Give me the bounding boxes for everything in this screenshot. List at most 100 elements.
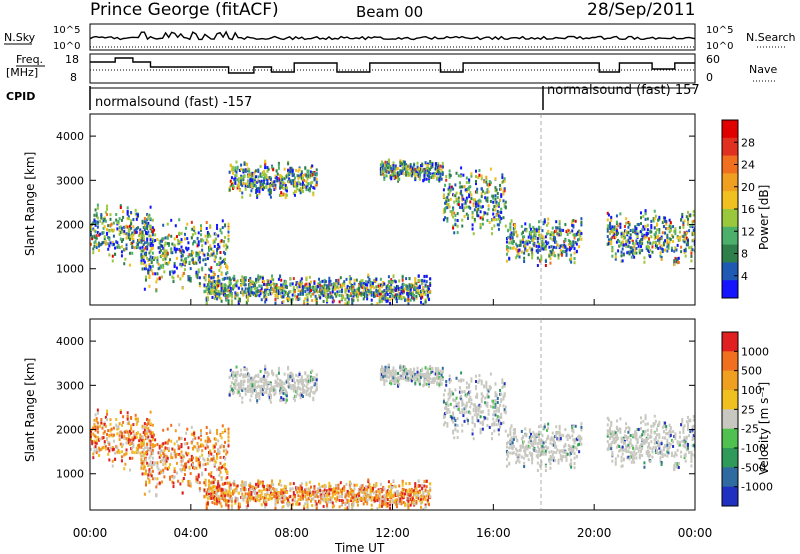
power-cell bbox=[310, 280, 312, 284]
power-cell bbox=[299, 173, 302, 177]
power-cell bbox=[125, 232, 128, 236]
power-cell bbox=[130, 233, 133, 237]
velocity-cell bbox=[297, 498, 300, 502]
velocity-cell bbox=[149, 446, 152, 450]
velocity-cell bbox=[148, 456, 151, 460]
power-cell bbox=[398, 291, 401, 295]
power-cell bbox=[241, 275, 244, 279]
velocity-cell bbox=[237, 505, 240, 509]
power-cell bbox=[678, 235, 681, 239]
velocity-cell bbox=[170, 456, 173, 460]
power-cell bbox=[126, 212, 129, 216]
power-cell bbox=[373, 278, 376, 282]
power-cell bbox=[142, 243, 145, 247]
velocity-cell bbox=[194, 465, 197, 469]
power-cell bbox=[122, 238, 125, 242]
power-cell bbox=[119, 225, 122, 229]
power-cell bbox=[668, 230, 671, 234]
power-cell bbox=[499, 220, 502, 224]
velocity-cell bbox=[116, 432, 119, 436]
velocity-cell bbox=[236, 498, 239, 502]
velocity-cell bbox=[180, 436, 183, 440]
power-cell bbox=[429, 289, 432, 293]
power-cell bbox=[311, 286, 314, 290]
power-cell bbox=[272, 278, 275, 282]
power-cell bbox=[410, 172, 413, 176]
power-cell bbox=[638, 248, 641, 252]
power-cell bbox=[265, 177, 268, 181]
power-cell bbox=[246, 296, 249, 300]
velocity-cell bbox=[313, 486, 316, 490]
velocity-cell bbox=[265, 503, 268, 507]
power-cell bbox=[397, 179, 400, 183]
power-cell bbox=[477, 175, 480, 179]
power-cell bbox=[264, 291, 267, 295]
power-cell bbox=[432, 174, 435, 178]
power-cell bbox=[237, 182, 240, 186]
power-cell bbox=[135, 230, 138, 234]
power-cell bbox=[261, 280, 264, 284]
velocity-cell bbox=[320, 496, 323, 500]
velocity-cell bbox=[257, 494, 260, 498]
power-cell bbox=[448, 205, 451, 209]
power-cell bbox=[508, 241, 511, 245]
power-cell bbox=[326, 299, 329, 303]
power-cell bbox=[213, 293, 216, 297]
power-cell bbox=[429, 162, 432, 166]
power-cell bbox=[148, 251, 151, 255]
velocity-cell bbox=[211, 458, 214, 462]
power-cell bbox=[631, 252, 634, 256]
power-cell bbox=[141, 219, 144, 223]
power-cell bbox=[151, 264, 154, 268]
power-cell bbox=[691, 220, 694, 224]
power-cell bbox=[520, 224, 523, 228]
power-cell bbox=[312, 186, 315, 190]
power-cell bbox=[290, 181, 293, 185]
velocity-cell bbox=[143, 452, 146, 456]
power-cell bbox=[392, 166, 395, 170]
power-cell bbox=[161, 244, 164, 248]
power-cell bbox=[633, 245, 636, 249]
power-cell bbox=[243, 290, 246, 294]
power-cell bbox=[340, 283, 343, 287]
power-cell bbox=[496, 209, 499, 213]
power-cell bbox=[147, 259, 150, 263]
power-cell bbox=[550, 253, 553, 257]
velocity-cell bbox=[133, 434, 136, 438]
power-cell bbox=[455, 199, 458, 203]
power-cell bbox=[108, 244, 111, 248]
power-cell bbox=[145, 253, 147, 257]
power-cell bbox=[269, 280, 272, 284]
power-cell bbox=[114, 252, 117, 256]
velocity-cell bbox=[316, 495, 319, 499]
power-cell bbox=[193, 240, 196, 244]
power-cell bbox=[166, 235, 169, 239]
power-cell bbox=[448, 175, 451, 179]
velocity-cell bbox=[205, 506, 208, 510]
power-cell bbox=[416, 161, 419, 165]
power-cell bbox=[96, 206, 99, 210]
power-cell bbox=[395, 288, 398, 292]
power-cell bbox=[452, 193, 455, 197]
power-cell bbox=[252, 173, 255, 177]
power-cell bbox=[140, 238, 143, 242]
power-cell bbox=[221, 219, 224, 223]
power-cell bbox=[224, 286, 227, 290]
power-cell bbox=[689, 214, 692, 218]
power-cell bbox=[90, 242, 92, 246]
power-cell bbox=[241, 191, 244, 195]
power-cell bbox=[439, 172, 442, 176]
power-cell bbox=[609, 224, 612, 228]
power-cell bbox=[319, 280, 322, 284]
power-cell bbox=[554, 240, 557, 244]
power-cell bbox=[213, 283, 216, 287]
velocity-cell bbox=[243, 488, 246, 492]
power-cell bbox=[242, 280, 245, 284]
power-cell bbox=[165, 262, 168, 266]
power-cell bbox=[197, 231, 200, 235]
velocity-cell bbox=[308, 487, 311, 491]
power-cell bbox=[172, 271, 175, 275]
power-cell bbox=[336, 285, 339, 289]
velocity-cell bbox=[151, 456, 154, 460]
power-cell bbox=[187, 241, 190, 245]
